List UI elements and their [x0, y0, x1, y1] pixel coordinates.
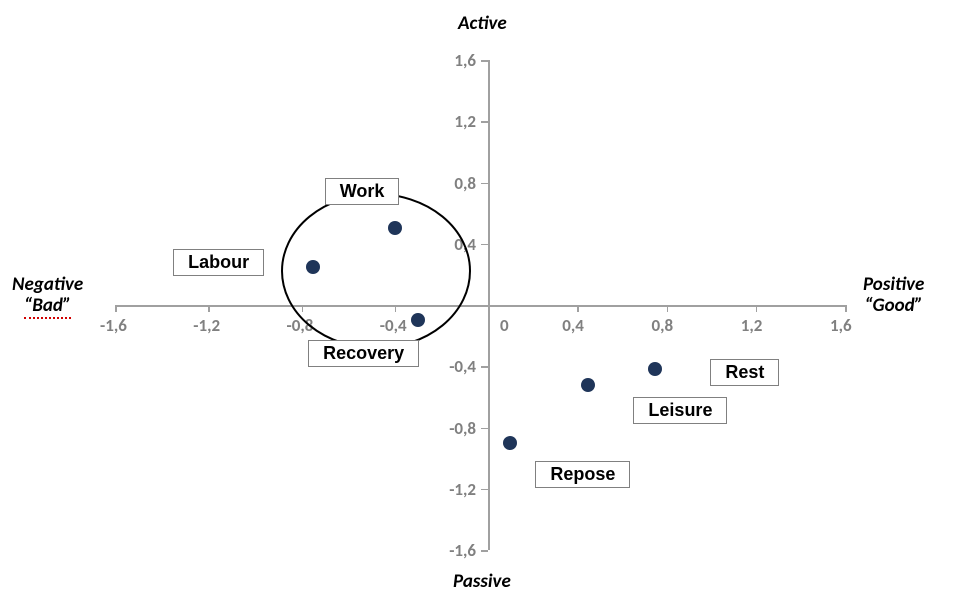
x-tick	[577, 305, 579, 312]
x-tick	[208, 305, 210, 312]
x-tick-label: 0	[500, 315, 509, 336]
y-tick	[481, 428, 488, 430]
data-label: Rest	[710, 359, 779, 386]
axis-label-left: Negative“Bad”	[12, 275, 83, 317]
y-tick	[481, 550, 488, 552]
y-tick-label: 1,6	[454, 50, 476, 71]
y-tick-label: -0,8	[449, 418, 476, 439]
y-tick	[481, 183, 488, 185]
data-label: Recovery	[308, 340, 419, 367]
x-tick	[845, 305, 847, 312]
x-tick-label: -1,2	[193, 315, 220, 336]
x-tick-label: 0,4	[562, 315, 584, 336]
x-tick-label: -1,6	[100, 315, 127, 336]
data-point	[648, 362, 662, 376]
x-axis	[115, 305, 845, 307]
data-point	[503, 436, 517, 450]
data-label: Leisure	[633, 397, 727, 424]
data-label: Labour	[173, 249, 264, 276]
axis-label-right: Positive“Good”	[863, 275, 924, 317]
y-tick	[481, 244, 488, 246]
data-point	[581, 378, 595, 392]
data-label: Repose	[535, 461, 630, 488]
x-tick	[756, 305, 758, 312]
y-tick	[481, 60, 488, 62]
y-tick-label: -1,6	[449, 540, 476, 561]
data-point	[306, 260, 320, 274]
axis-label-bottom: Passive	[453, 572, 511, 593]
x-tick-label: 1,6	[830, 315, 852, 336]
y-tick-label: 1,2	[454, 111, 476, 132]
scatter-plot: -1,6-1,2-0,8-0,400,40,81,21,6-1,6-1,2-0,…	[115, 60, 845, 550]
y-tick	[481, 305, 488, 307]
x-tick-label: 1,2	[741, 315, 763, 336]
y-tick-label: -0,4	[449, 356, 476, 377]
axis-label-top: Active	[458, 14, 507, 35]
x-tick	[115, 305, 117, 312]
y-tick	[481, 489, 488, 491]
y-tick	[481, 366, 488, 368]
y-tick-label: -1,2	[449, 479, 476, 500]
x-tick	[667, 305, 669, 312]
data-label: Work	[325, 178, 400, 205]
x-tick	[488, 305, 490, 312]
x-tick-label: 0,8	[652, 315, 674, 336]
y-tick-label: 0,8	[454, 173, 476, 194]
y-tick	[481, 121, 488, 123]
